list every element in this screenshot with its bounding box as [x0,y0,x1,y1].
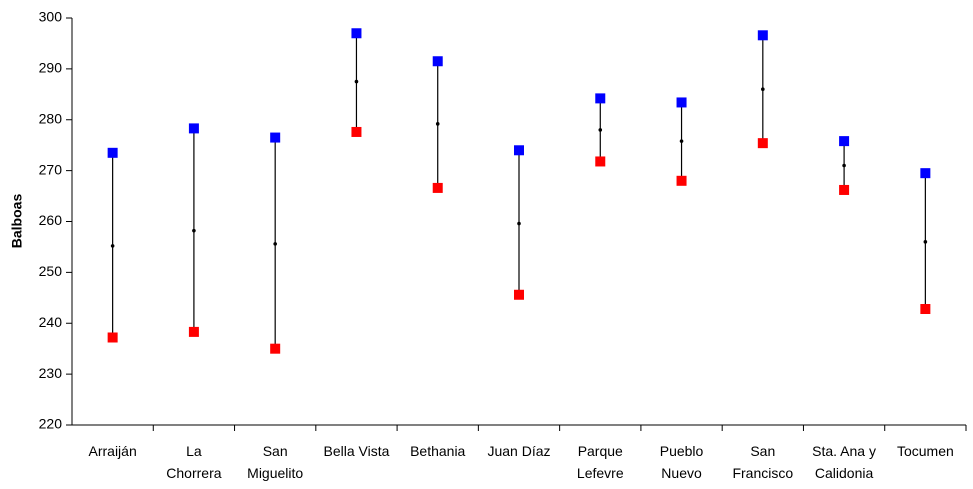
x-tick-label: Bella Vista [323,443,390,459]
marker [351,28,362,39]
marker [270,343,281,354]
marker [839,136,850,147]
x-tick-label: Pueblo Nuevo [659,443,704,481]
marker [595,93,606,104]
y-tick-label: 300 [39,9,63,25]
y-tick-label: 250 [39,263,63,279]
mean-dot [517,221,521,226]
x-tick-label: La Chorrera [166,443,222,481]
marker [514,145,524,156]
mean-dot [679,139,684,143]
marker [432,56,443,67]
y-tick-label: 230 [39,365,63,381]
mean-dot [435,122,440,126]
y-tick-label: 290 [39,60,63,76]
marker [270,132,281,143]
mean-dot [761,87,765,92]
marker [920,168,931,179]
mean-dot [192,228,196,233]
mean-dot [110,244,115,248]
x-tick-label: San Francisco [732,443,794,481]
y-tick-label: 240 [39,314,63,330]
marker [351,126,362,137]
x-tick-label: Parque Lefevre [576,443,624,481]
y-tick-label: 270 [39,161,63,177]
marker [107,147,118,158]
y-tick-label: 280 [39,110,63,126]
x-tick-label: Tocumen [896,443,954,459]
marker [757,138,768,149]
x-tick-label: San Miguelito [247,443,304,481]
mean-dot [273,242,277,246]
y-tick-label: 260 [39,212,63,228]
mean-dot [923,240,928,244]
mean-dot [354,79,359,84]
marker [188,123,199,134]
marker [920,304,931,315]
marker [188,326,199,337]
marker [676,97,687,108]
marker [432,182,443,193]
x-tick-label: Juan Díaz [487,443,551,459]
y-axis-label: Balboas [9,194,25,249]
mean-dot [598,128,603,132]
x-tick-label: Arraiján [88,443,137,459]
marker [757,30,768,41]
mean-dot [842,163,846,168]
x-tick-label: Bethania [410,443,466,459]
marker [676,175,687,186]
marker [839,184,850,195]
marker [514,289,524,300]
y-tick-label: 220 [39,416,63,432]
x-tick-label: Sta. Ana y Calidonia [812,443,876,481]
marker [107,332,118,343]
marker [595,156,606,167]
